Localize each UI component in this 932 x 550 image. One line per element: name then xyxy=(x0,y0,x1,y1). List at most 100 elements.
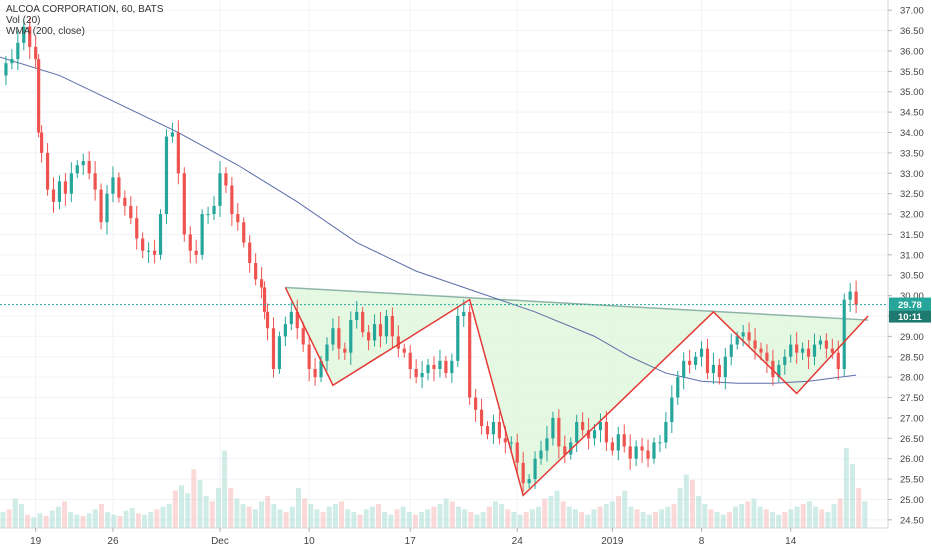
symbol-title[interactable]: ALCOA CORPORATION, 60, BATS xyxy=(6,4,164,15)
volume-bar-52 xyxy=(320,512,326,528)
candle-body-91 xyxy=(527,479,531,484)
candle-body-140 xyxy=(818,340,823,345)
candle-body-58 xyxy=(331,328,335,345)
volume-bar-66 xyxy=(406,512,412,528)
wma-indicator-label[interactable]: WMA (200, close) xyxy=(6,26,85,37)
volume-indicator-label[interactable]: Vol (20) xyxy=(6,15,41,26)
date-tick-label-8: 14 xyxy=(785,536,797,547)
candle-body-51 xyxy=(289,311,293,325)
volume-bar-9 xyxy=(55,506,61,528)
volume-bar-42 xyxy=(259,501,265,528)
volume-bar-81 xyxy=(499,504,505,528)
price-tick-label-24: 36.50 xyxy=(900,26,924,37)
candle-body-120 xyxy=(699,348,704,357)
volume-bar-69 xyxy=(425,509,431,528)
volume-bar-43 xyxy=(265,496,271,528)
volume-bar-136 xyxy=(837,498,843,528)
candle-body-25 xyxy=(141,238,145,251)
volume-bar-83 xyxy=(511,512,517,528)
volume-bar-11 xyxy=(68,512,74,528)
candle-body-99 xyxy=(575,421,579,443)
candle-body-73 xyxy=(420,373,424,378)
volume-bar-33 xyxy=(203,496,209,528)
candle-body-75 xyxy=(432,364,436,369)
volume-bar-94 xyxy=(579,512,585,528)
volume-bar-61 xyxy=(376,504,381,528)
price-tick-label-16: 32.50 xyxy=(900,189,924,200)
candle-body-33 xyxy=(188,234,192,251)
time-axis[interactable]: 19 26 Dec 10 17 24 2019 8 14 xyxy=(30,528,797,547)
volume-bar-2 xyxy=(12,498,18,528)
volume-bar-76 xyxy=(468,512,474,528)
volume-bar-77 xyxy=(474,514,480,528)
candle-body-62 xyxy=(355,311,359,321)
candle-body-17 xyxy=(93,173,97,190)
candle-body-106 xyxy=(616,434,620,451)
volume-bar-7 xyxy=(43,516,49,528)
candle-body-97 xyxy=(563,446,567,455)
price-tick-label-11: 30.00 xyxy=(900,291,924,302)
price-badge-label: 29.78 xyxy=(898,300,922,311)
candle-body-20 xyxy=(111,177,115,194)
volume-bar-95 xyxy=(585,514,591,528)
volume-bar-67 xyxy=(412,514,418,528)
candle-body-133 xyxy=(777,364,781,378)
candle-body-96 xyxy=(557,417,561,447)
volume-bar-122 xyxy=(751,498,757,528)
candle-body-88 xyxy=(509,442,513,444)
volume-bar-113 xyxy=(696,496,702,528)
volume-bar-62 xyxy=(382,512,388,528)
price-tick-label-5: 27.00 xyxy=(900,413,924,424)
candle-body-123 xyxy=(717,364,721,378)
price-tick-label-25: 37.00 xyxy=(900,6,924,17)
candle-body-109 xyxy=(634,446,638,459)
candle-body-18 xyxy=(99,189,103,223)
candle-body-128 xyxy=(747,332,751,341)
price-axis[interactable]: 24.50 25.00 25.50 26.00 26.50 27.00 27.50 28.00… xyxy=(888,6,924,527)
candle-body-15 xyxy=(81,161,85,166)
candle-body-122 xyxy=(711,364,716,374)
volume-bar-137 xyxy=(843,448,849,528)
price-tick-label-9: 29.00 xyxy=(900,332,924,343)
candle-body-115 xyxy=(670,397,674,422)
price-tick-label-23: 36.00 xyxy=(900,46,924,57)
candle-body-27 xyxy=(152,250,157,255)
volume-bar-31 xyxy=(191,469,197,528)
candle-body-7 xyxy=(37,59,41,133)
candle-body-76 xyxy=(438,360,442,369)
candle-body-28 xyxy=(158,214,163,255)
volume-bar-90 xyxy=(554,490,560,528)
volume-bar-72 xyxy=(443,498,449,528)
candle-body-53 xyxy=(301,328,305,345)
volume-bar-27 xyxy=(166,504,172,528)
candle-body-113 xyxy=(658,442,662,444)
volume-bar-139 xyxy=(856,488,862,528)
candle-body-78 xyxy=(450,360,454,374)
candle-body-135 xyxy=(789,344,793,357)
volume-bar-124 xyxy=(763,509,769,528)
volume-bar-73 xyxy=(449,501,455,528)
volume-bar-48 xyxy=(295,488,301,528)
candle-body-39 xyxy=(224,173,228,186)
candle-body-86 xyxy=(497,421,501,439)
volume-bar-57 xyxy=(351,512,357,528)
candle-body-117 xyxy=(682,360,686,378)
volume-bar-102 xyxy=(628,506,634,528)
volume-bar-19 xyxy=(117,516,123,528)
price-tick-label-2: 25.50 xyxy=(900,475,924,486)
volume-bar-96 xyxy=(591,509,597,528)
volume-bar-30 xyxy=(185,493,191,528)
candle-body-69 xyxy=(396,336,400,349)
volume-bar-34 xyxy=(209,501,215,528)
volume-bar-123 xyxy=(757,506,763,528)
candle-body-70 xyxy=(402,348,406,353)
candle-body-44 xyxy=(254,262,258,280)
candle-body-43 xyxy=(248,242,252,263)
volume-bar-58 xyxy=(357,514,363,528)
volume-bar-55 xyxy=(339,501,345,528)
candle-body-55 xyxy=(313,368,317,378)
price-tick-label-1: 25.00 xyxy=(900,495,924,506)
volume-bar-35 xyxy=(215,488,221,528)
candle-body-134 xyxy=(783,356,787,365)
